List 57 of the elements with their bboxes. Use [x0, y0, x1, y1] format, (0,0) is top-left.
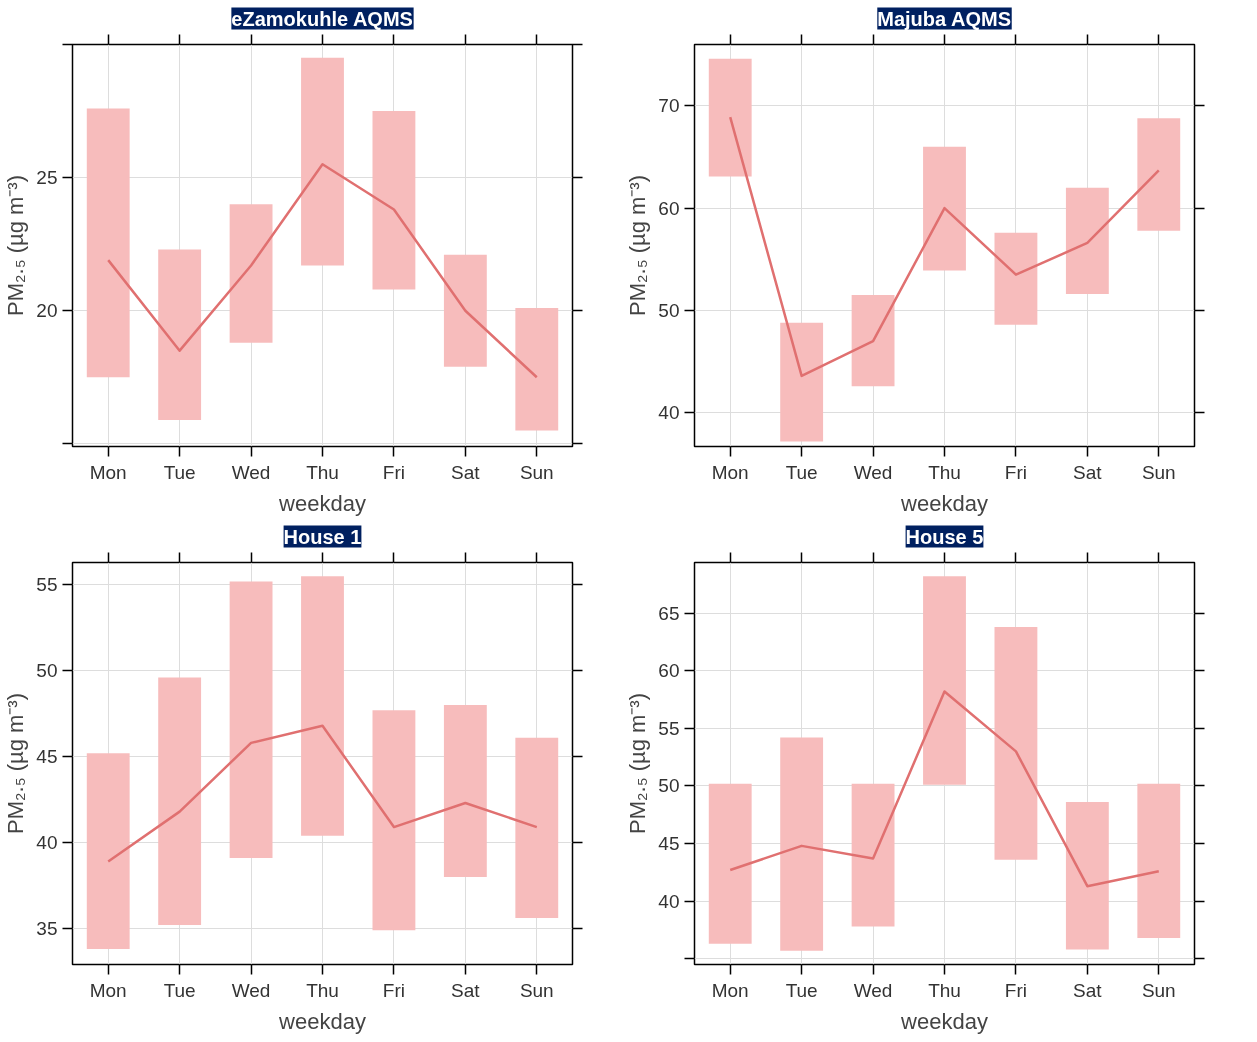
x-tick-label: Wed [853, 461, 893, 483]
x-tick-label: Tue [785, 461, 818, 483]
x-tick-label: Sat [1073, 979, 1103, 1001]
y-tick-label: 45 [36, 746, 58, 768]
y-tick-label: 40 [658, 402, 680, 424]
y-tick-label: 60 [658, 197, 680, 219]
x-tick-label: Sat [451, 461, 481, 483]
x-axis-title: weekday [900, 490, 988, 516]
x-tick-label: Mon [711, 461, 749, 483]
x-tick-label: Wed [231, 461, 271, 483]
x-tick-label: Tue [163, 979, 196, 1001]
x-tick-label: Mon [711, 979, 749, 1001]
y-tick-label: 50 [36, 660, 58, 682]
y-axis-title: PM₂.₅ (µg m⁻³) [3, 175, 29, 316]
x-axis-title: weekday [278, 490, 366, 516]
x-tick-label: Thu [306, 979, 339, 1001]
x-tick-label: Thu [928, 461, 961, 483]
y-tick-label: 40 [36, 832, 58, 854]
y-tick-label: 35 [36, 917, 58, 939]
x-tick-label: Fri [1004, 979, 1028, 1001]
chart-title: Majuba AQMS [877, 7, 1011, 30]
y-tick-label: 45 [658, 833, 680, 855]
x-tick-label: Tue [163, 461, 196, 483]
x-tick-label: Sat [451, 979, 481, 1001]
x-tick-label: Mon [89, 461, 127, 483]
x-tick-label: Sat [1073, 461, 1103, 483]
x-axis-title: weekday [900, 1008, 988, 1034]
x-tick-label: Thu [928, 979, 961, 1001]
x-tick-label: Sun [519, 461, 554, 483]
x-axis-title: weekday [278, 1008, 366, 1034]
y-tick-label: 55 [658, 717, 680, 739]
y-tick-label: 50 [658, 775, 680, 797]
x-tick-label: Wed [853, 979, 893, 1001]
x-tick-label: Fri [382, 461, 406, 483]
y-tick-label: 20 [36, 300, 58, 322]
y-tick-label: 40 [658, 890, 680, 912]
x-tick-label: Sun [519, 979, 554, 1001]
x-tick-label: Sun [1141, 979, 1176, 1001]
chart-title: House 5 [905, 525, 984, 548]
y-tick-label: 55 [36, 574, 58, 596]
y-axis-title: PM₂.₅ (µg m⁻³) [3, 693, 29, 834]
y-tick-label: 50 [658, 299, 680, 321]
y-tick-label: 70 [658, 95, 680, 117]
x-tick-label: Mon [89, 979, 127, 1001]
chart-title: House 1 [283, 525, 362, 548]
x-tick-label: Thu [306, 461, 339, 483]
x-tick-label: Wed [231, 979, 271, 1001]
y-axis-title: PM₂.₅ (µg m⁻³) [625, 693, 651, 834]
chart-title: eZamokuhle AQMS [231, 7, 413, 30]
x-tick-label: Fri [1004, 461, 1028, 483]
x-tick-label: Fri [382, 979, 406, 1001]
y-tick-label: 60 [658, 660, 680, 682]
x-tick-label: Tue [785, 979, 818, 1001]
y-axis-title: PM₂.₅ (µg m⁻³) [625, 175, 651, 316]
y-tick-label: 25 [36, 167, 58, 189]
x-tick-label: Sun [1141, 461, 1176, 483]
y-tick-label: 65 [658, 602, 680, 624]
